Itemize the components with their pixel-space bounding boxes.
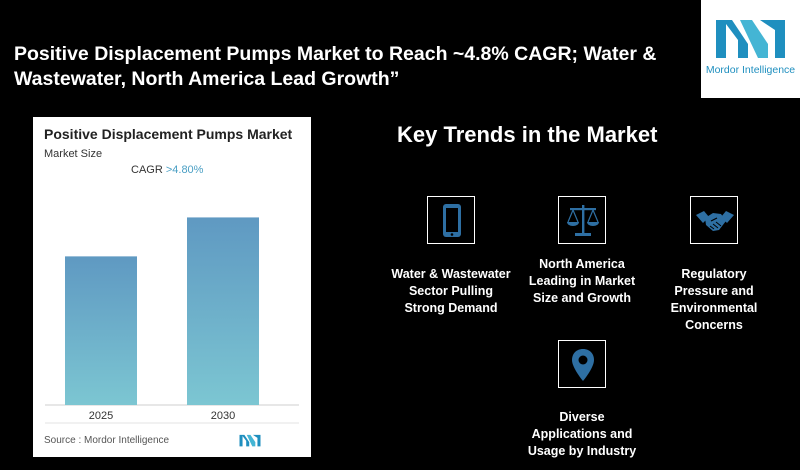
mobile-icon bbox=[427, 196, 475, 244]
mordor-mini-logo-icon bbox=[239, 434, 261, 447]
key-trends-title: Key Trends in the Market bbox=[397, 122, 658, 147]
bar-2030 bbox=[187, 217, 259, 405]
cagr-value: >4.80% bbox=[165, 164, 204, 176]
cagr-text: CAGR bbox=[131, 164, 163, 176]
chart-source: Source : Mordor Intelligence bbox=[44, 435, 170, 446]
bar-2025 bbox=[65, 256, 137, 405]
chart-card: 2025 2030 Positive Displacement Pumps Mar… bbox=[33, 117, 311, 457]
trend-label-north-america: North America Leading in Market Size and… bbox=[528, 257, 636, 305]
market-size-chart: 2025 2030 bbox=[45, 217, 299, 424]
handshake-icon bbox=[690, 196, 738, 244]
x-tick-label-2025: 2025 bbox=[89, 410, 113, 422]
chart-subtitle: Market Size bbox=[44, 148, 103, 160]
cagr-label: CAGR >4.80% bbox=[131, 164, 203, 176]
trend-label-regulatory: Regulatory Pressure and Environmental Co… bbox=[670, 267, 758, 332]
trend-label-diverse-applications: Diverse Applications and Usage by Indust… bbox=[527, 410, 637, 458]
scales-icon bbox=[558, 196, 606, 244]
mordor-logo-text: Mordor Intelligence bbox=[705, 64, 796, 76]
trend-label-water: Water & Wastewater Sector Pulling Strong… bbox=[391, 267, 511, 315]
mordor-logo-mark-icon bbox=[716, 20, 785, 58]
location-pin-icon bbox=[558, 340, 606, 388]
chart-title: Positive Displacement Pumps Market bbox=[44, 126, 293, 142]
headline: Positive Displacement Pumps Market to Re… bbox=[14, 43, 657, 90]
mordor-logo: Mordor Intelligence bbox=[701, 0, 800, 98]
x-tick-label-2030: 2030 bbox=[211, 410, 235, 422]
